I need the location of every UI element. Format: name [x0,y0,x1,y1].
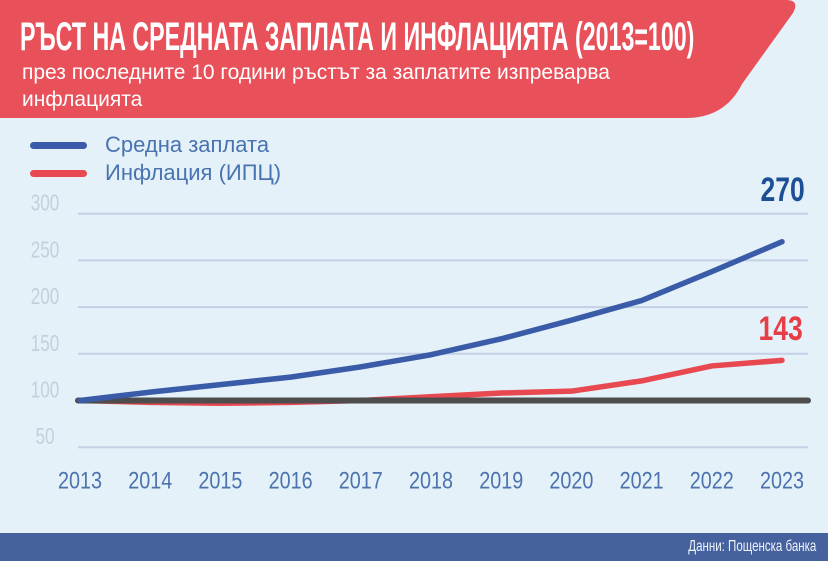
cpi-line-swatch-icon [30,169,87,177]
y-tick-label: 300 [31,190,60,216]
cpi-end-value-label: 143 [758,310,803,348]
header-banner [0,0,796,118]
cpi-series-line [77,357,785,407]
subtitle-line-2: инфлацията [22,88,143,111]
wage-end-value-label: 270 [760,171,805,209]
x-tick-label: 2023 [760,468,804,495]
x-tick-label: 2015 [198,468,242,495]
wage-series-line [77,238,785,404]
x-tick-label: 2022 [690,468,734,495]
y-tick-label: 150 [31,330,60,356]
page-subtitle: през последните 10 години ръстът за запл… [22,59,610,113]
footer-bar: Данни: Пощенска банка [0,533,828,561]
x-tick-label: 2017 [339,468,383,495]
legend-item-cpi: Инфлация (ИПЦ) [30,159,281,187]
legend-label-wage: Средна заплата [105,132,270,157]
legend-label-cpi: Инфлация (ИПЦ) [105,160,282,185]
subtitle-line-1: през последните 10 години ръстът за запл… [22,61,610,84]
x-tick-label: 2019 [479,468,523,495]
y-tick-label: 250 [31,236,60,262]
page-title: РЪСТ НА СРЕДНАТА ЗАПЛАТА И ИНФЛАЦИЯТА (2… [20,15,695,59]
legend-item-wage: Средна заплата [30,131,281,159]
x-tick-label: 2018 [409,468,453,495]
x-tick-label: 2016 [269,468,313,495]
wage-line-swatch-icon [30,141,87,149]
chart-legend: Средна заплата Инфлация (ИПЦ) [30,131,281,187]
x-tick-label: 2013 [58,468,102,495]
y-tick-label: 50 [36,423,55,449]
header-banner-shape [0,0,796,118]
y-tick-label: 200 [31,283,60,309]
data-source-credit: Данни: Пощенска банка [688,538,817,555]
x-tick-label: 2020 [549,468,593,495]
x-tick-label: 2014 [128,468,172,495]
y-tick-label: 100 [31,377,60,403]
x-tick-label: 2021 [620,468,664,495]
